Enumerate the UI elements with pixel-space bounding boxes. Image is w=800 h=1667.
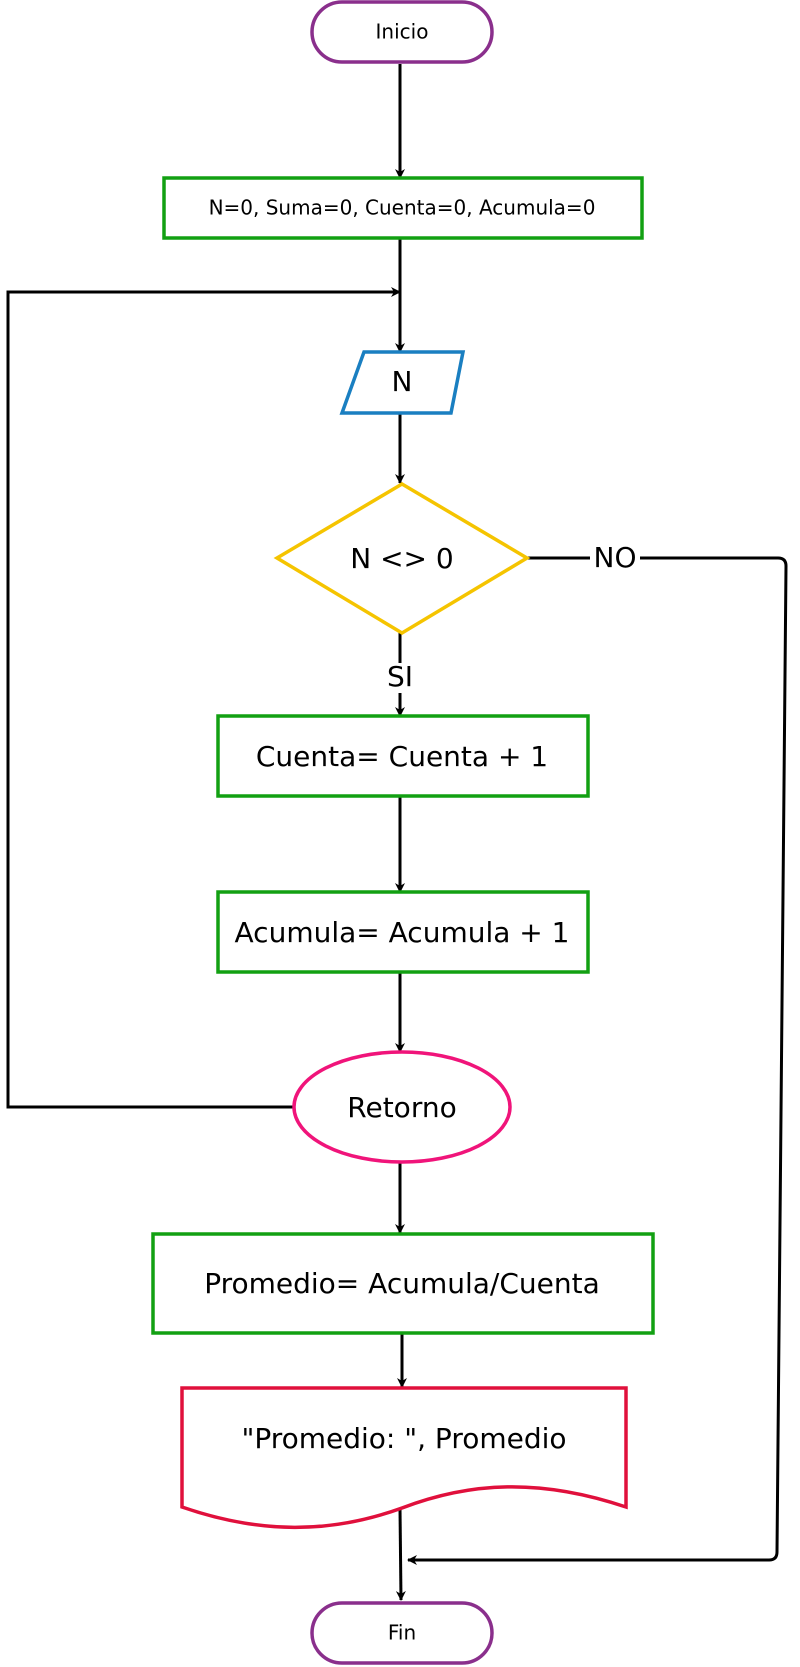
input-n: N <box>339 350 466 415</box>
start-terminal: Inicio <box>310 0 494 64</box>
output-document: "Promedio: ", Promedio <box>180 1386 628 1530</box>
edge-output-fin <box>395 1507 406 1601</box>
edges <box>6 64 788 1601</box>
retorno-label: Retorno <box>347 1091 456 1124</box>
init-process: N=0, Suma=0, Cuenta=0, Acumula=0 <box>162 176 644 240</box>
init-label: N=0, Suma=0, Cuenta=0, Acumula=0 <box>209 196 596 220</box>
cuenta-process: Cuenta= Cuenta + 1 <box>216 714 590 798</box>
promedio-label: Promedio= Acumula/Cuenta <box>204 1267 600 1300</box>
decision-label: N <> 0 <box>350 542 453 575</box>
start-label: Inicio <box>376 20 429 44</box>
acumula-process: Acumula= Acumula + 1 <box>216 890 590 974</box>
cuenta-label: Cuenta= Cuenta + 1 <box>256 740 548 773</box>
output-label: "Promedio: ", Promedio <box>241 1422 566 1455</box>
input-label: N <box>392 365 413 398</box>
acumula-label: Acumula= Acumula + 1 <box>235 916 570 949</box>
yes-label: SI <box>387 660 413 693</box>
no-label: NO <box>594 541 637 574</box>
promedio-process: Promedio= Acumula/Cuenta <box>151 1232 655 1335</box>
edge-no-branch-right <box>407 556 788 1565</box>
edge-loop-back <box>6 287 401 1109</box>
end-label: Fin <box>388 1621 416 1645</box>
decision-diamond: N <> 0 <box>273 481 531 636</box>
retorno-connector: Retorno <box>292 1050 512 1164</box>
end-terminal: Fin <box>310 1601 494 1665</box>
